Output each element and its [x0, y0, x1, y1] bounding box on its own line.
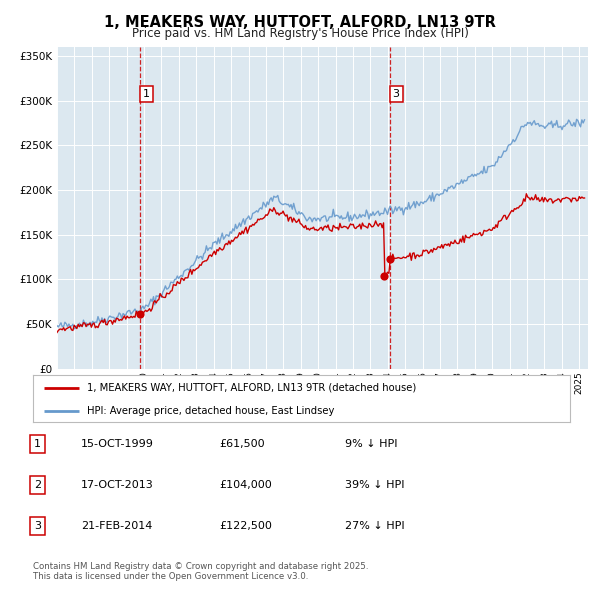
- Point: [385, 255, 395, 264]
- Text: 17-OCT-2013: 17-OCT-2013: [81, 480, 154, 490]
- Text: 21-FEB-2014: 21-FEB-2014: [81, 522, 152, 531]
- Text: 1: 1: [143, 88, 150, 99]
- Text: 27% ↓ HPI: 27% ↓ HPI: [345, 522, 404, 531]
- Text: 3: 3: [34, 522, 41, 531]
- Text: 15-OCT-1999: 15-OCT-1999: [81, 439, 154, 448]
- Point: [379, 271, 389, 281]
- Text: £122,500: £122,500: [219, 522, 272, 531]
- Text: 39% ↓ HPI: 39% ↓ HPI: [345, 480, 404, 490]
- Text: 9% ↓ HPI: 9% ↓ HPI: [345, 439, 398, 448]
- Text: 1, MEAKERS WAY, HUTTOFT, ALFORD, LN13 9TR (detached house): 1, MEAKERS WAY, HUTTOFT, ALFORD, LN13 9T…: [87, 383, 416, 393]
- Text: HPI: Average price, detached house, East Lindsey: HPI: Average price, detached house, East…: [87, 407, 334, 417]
- Text: 1: 1: [34, 439, 41, 448]
- Text: 3: 3: [392, 88, 400, 99]
- Text: 1, MEAKERS WAY, HUTTOFT, ALFORD, LN13 9TR: 1, MEAKERS WAY, HUTTOFT, ALFORD, LN13 9T…: [104, 15, 496, 30]
- Text: £104,000: £104,000: [219, 480, 272, 490]
- Text: 2: 2: [34, 480, 41, 490]
- Point: [136, 309, 145, 319]
- Text: Contains HM Land Registry data © Crown copyright and database right 2025.
This d: Contains HM Land Registry data © Crown c…: [33, 562, 368, 581]
- Text: £61,500: £61,500: [219, 439, 265, 448]
- Text: Price paid vs. HM Land Registry's House Price Index (HPI): Price paid vs. HM Land Registry's House …: [131, 27, 469, 40]
